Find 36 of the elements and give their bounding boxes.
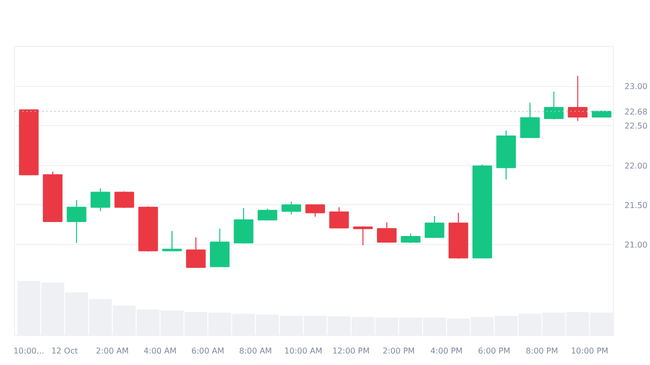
x-tick-label: 8:00 PM	[526, 346, 558, 356]
candlestick	[162, 230, 182, 252]
candlestick	[282, 201, 302, 215]
candlestick	[186, 236, 206, 268]
y-tick-label: 22.00	[624, 161, 648, 170]
candlestick	[544, 91, 564, 120]
y-tick-label: 21.50	[624, 200, 648, 210]
candlestick	[329, 206, 349, 228]
x-tick-label: 6:00 AM	[191, 346, 224, 356]
x-tick-label: 4:00 AM	[144, 346, 177, 356]
y-tick-label: 22.50	[624, 122, 648, 131]
candlestick	[400, 232, 420, 244]
candlestick	[258, 208, 278, 220]
ref-line-label: 22.68	[624, 107, 648, 116]
candlestick	[568, 75, 588, 122]
candlestick	[114, 190, 134, 209]
y-tick-label: 23.00	[624, 82, 648, 92]
candlestick	[234, 208, 254, 244]
x-tick-label: 2:00 PM	[382, 346, 415, 356]
candlestick	[66, 200, 86, 244]
x-tick-label: 10:00...	[13, 346, 44, 356]
candlestick	[376, 222, 397, 243]
candlestick	[353, 226, 373, 246]
x-tick-label: 2:00 AM	[96, 346, 129, 356]
x-tick-label: 6:00 PM	[478, 346, 510, 356]
x-tick-label: 12:00 PM	[332, 346, 370, 356]
candlestick	[424, 215, 444, 238]
x-tick-label: 4:00 PM	[430, 346, 463, 356]
candlestick	[305, 204, 325, 218]
x-tick-label: 10:00 PM	[570, 346, 608, 356]
candlestick	[520, 102, 540, 138]
x-tick-label: 10:00 AM	[284, 346, 322, 356]
candlestick	[90, 188, 110, 212]
y-tick-label: 21.00	[624, 240, 648, 250]
x-tick-label: 12 Oct	[51, 346, 78, 356]
x-tick-label: 8:00 AM	[239, 346, 272, 356]
